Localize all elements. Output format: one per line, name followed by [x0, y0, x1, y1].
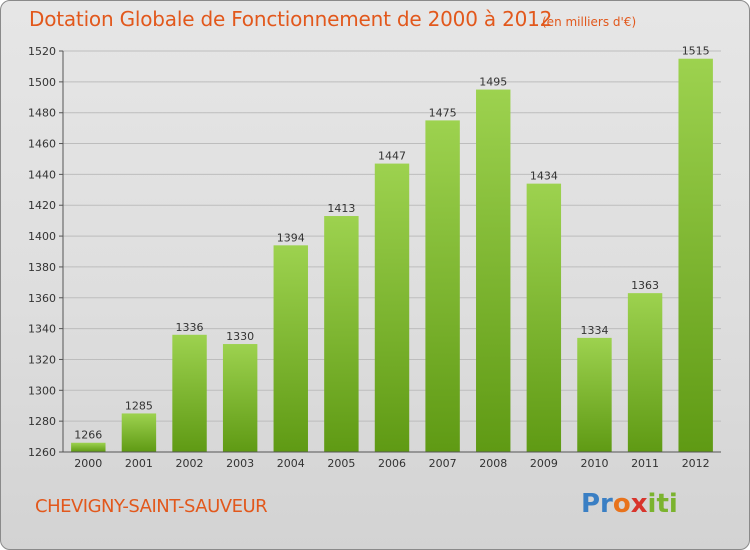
- x-tick-label: 2000: [74, 457, 102, 470]
- bar: [172, 334, 207, 452]
- bar: [71, 442, 106, 452]
- bar-value-label: 1475: [429, 106, 457, 119]
- x-tick-label: 2003: [226, 457, 254, 470]
- x-tick-label: 2011: [631, 457, 659, 470]
- x-tick-label: 2009: [530, 457, 558, 470]
- bar: [374, 163, 410, 453]
- y-tick-label: 1340: [28, 323, 56, 336]
- bar-value-label: 1447: [378, 150, 406, 163]
- bar: [121, 413, 157, 452]
- bar-value-label: 1434: [530, 170, 558, 183]
- bar: [526, 183, 562, 452]
- bar-value-label: 1334: [580, 324, 608, 337]
- x-tick-label: 2004: [277, 457, 305, 470]
- value-labels: 1266 1285 1336 1330 1394 1413 1447 1475 1495 1434…: [74, 45, 709, 442]
- y-tick-label: 1400: [28, 230, 56, 243]
- y-tick-label: 1300: [28, 384, 56, 397]
- y-tick-label: 1440: [28, 168, 56, 181]
- bar: [273, 245, 308, 452]
- y-tick-label: 1500: [28, 76, 56, 89]
- x-axis: 2000 2001 2002 2003 2004 2005 2006 2007 2008 2009…: [63, 451, 721, 470]
- bar: [222, 344, 258, 452]
- y-tick-label: 1480: [28, 107, 56, 120]
- x-tick-label: 2007: [429, 457, 457, 470]
- y-tick-label: 1360: [28, 292, 56, 305]
- y-tick-label: 1260: [28, 446, 56, 459]
- bar-value-label: 1285: [125, 399, 153, 412]
- x-tick-label: 2010: [580, 457, 608, 470]
- chart-unit: (en milliers d'€): [542, 15, 637, 29]
- x-tick-label: 2012: [682, 457, 710, 470]
- bar-value-label: 1336: [176, 321, 204, 334]
- y-tick-label: 1420: [28, 199, 56, 212]
- commune-name: CHEVIGNY-SAINT-SAUVEUR: [35, 496, 268, 517]
- y-tick-label: 1280: [28, 415, 56, 428]
- x-tick-label: 2005: [327, 457, 355, 470]
- bar-value-label: 1394: [277, 231, 305, 244]
- bar-value-label: 1413: [327, 202, 355, 215]
- y-tick-label: 1380: [28, 261, 56, 274]
- proxiti-logo: Proxiti: [581, 489, 678, 519]
- bar-value-label: 1515: [682, 45, 710, 58]
- bar-value-label: 1363: [631, 279, 659, 292]
- y-tick-label: 1320: [28, 353, 56, 366]
- x-tick-label: 2002: [176, 457, 204, 470]
- bar-value-label: 1330: [226, 330, 254, 343]
- y-axis: 1260 1280 1300 1320 1340 1360 1380 1400 1420 1440…: [28, 45, 64, 459]
- bar: [425, 120, 460, 453]
- bar-value-label: 1266: [74, 429, 102, 442]
- bar: [627, 293, 663, 452]
- bar-value-label: 1495: [479, 76, 507, 89]
- x-tick-label: 2008: [479, 457, 507, 470]
- chart-title: Dotation Globale de Fonctionnement de 20…: [29, 7, 553, 31]
- x-tick-label: 2001: [125, 457, 153, 470]
- bars: [71, 58, 713, 453]
- y-tick-label: 1460: [28, 138, 56, 151]
- bar: [577, 337, 612, 452]
- x-tick-label: 2006: [378, 457, 406, 470]
- bar: [324, 216, 359, 452]
- bar: [678, 58, 713, 452]
- y-tick-label: 1520: [28, 45, 56, 58]
- bar: [476, 89, 511, 453]
